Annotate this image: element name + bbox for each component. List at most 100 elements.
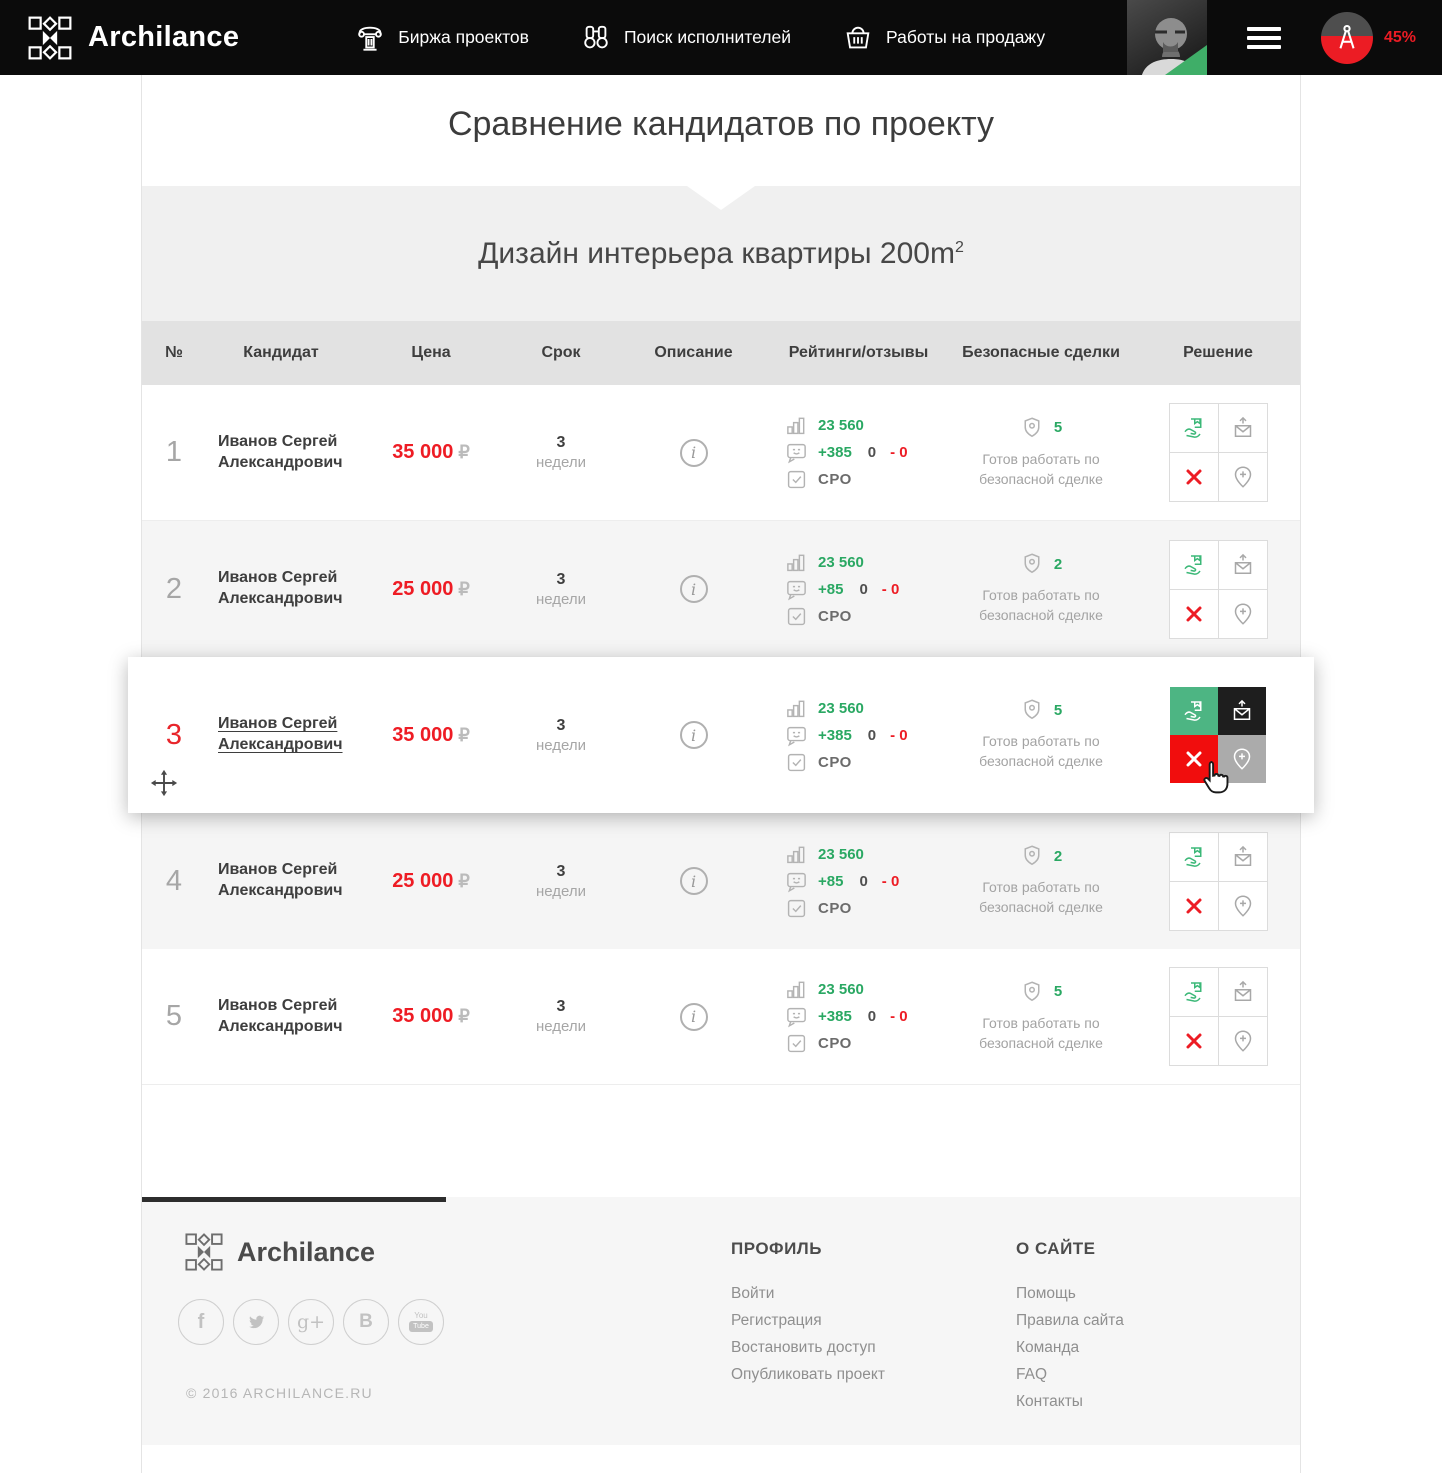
candidate-name[interactable]: Иванов Сергей Александрович xyxy=(218,715,343,753)
rating-negative: - 0 xyxy=(881,580,900,598)
table-row[interactable]: 4 Иванов Сергей Александрович 25 000 ₽ 3 … xyxy=(142,813,1300,949)
footer-link-help[interactable]: Помощь xyxy=(1016,1285,1076,1302)
candidate-name[interactable]: Иванов Сергей Александрович xyxy=(218,569,343,607)
info-icon[interactable] xyxy=(679,721,708,749)
x-icon xyxy=(1182,894,1206,918)
shield-icon xyxy=(1020,844,1044,868)
header-decision: Решение xyxy=(1183,344,1253,361)
twitter-icon[interactable] xyxy=(233,1299,279,1345)
accept-deal-button[interactable] xyxy=(1169,968,1218,1016)
safe-deals-count: 5 xyxy=(1053,983,1063,1001)
accept-deal-button[interactable] xyxy=(1169,540,1218,589)
youtube-icon[interactable]: You Tube xyxy=(398,1299,444,1345)
footer-link-rules[interactable]: Правила сайта xyxy=(1016,1312,1124,1329)
footer-link-contacts[interactable]: Контакты xyxy=(1016,1393,1083,1410)
project-title: Дизайн интерьера квартиры 200m2 xyxy=(478,236,964,270)
rating-positive: +385 xyxy=(818,1008,852,1025)
row-number: 2 xyxy=(165,572,183,605)
info-icon[interactable] xyxy=(679,575,708,603)
candidate-name[interactable]: Иванов Сергей Александрович xyxy=(218,996,343,1035)
views-count: 23 560 xyxy=(818,981,864,998)
table-row[interactable]: 1 Иванов Сергей Александрович 35 000 ₽ 3 … xyxy=(142,385,1300,521)
table-row[interactable]: 2 Иванов Сергей Александрович 25 000 ₽ 3 … xyxy=(142,521,1300,657)
send-message-button[interactable] xyxy=(1218,404,1267,452)
x-icon xyxy=(1182,602,1206,626)
footer-link-publish-project[interactable]: Опубликовать проект xyxy=(731,1366,885,1383)
rating-positive: +385 xyxy=(818,444,852,461)
binoculars-icon xyxy=(581,23,611,53)
reject-button[interactable] xyxy=(1169,453,1218,501)
info-icon[interactable] xyxy=(679,867,708,895)
bar-chart-icon xyxy=(785,978,808,1001)
header-candidate: Кандидат xyxy=(243,344,319,361)
main-nav: Биржа проектов Поиск исполнителей Работы… xyxy=(355,23,1045,53)
price-value: 35 000 xyxy=(392,441,454,463)
sro-certificate: СРО xyxy=(818,471,852,488)
user-avatar[interactable] xyxy=(1126,0,1207,75)
add-location-button[interactable] xyxy=(1218,589,1267,638)
views-count: 23 560 xyxy=(818,553,864,571)
add-location-button[interactable] xyxy=(1218,881,1267,930)
rating-negative: - 0 xyxy=(890,726,908,744)
send-message-button[interactable] xyxy=(1218,687,1266,735)
info-icon[interactable] xyxy=(679,438,708,467)
nav-item-label: Поиск исполнителей xyxy=(623,27,792,47)
brand-logo[interactable]: Archilance xyxy=(28,16,239,60)
send-message-button[interactable] xyxy=(1218,832,1267,881)
profile-progress-badge[interactable] xyxy=(1320,11,1373,64)
speech-bubble-icon xyxy=(785,1005,808,1028)
send-message-button[interactable] xyxy=(1218,540,1267,589)
footer-link-restore-access[interactable]: Востановить доступ xyxy=(731,1339,876,1356)
nav-item-projects-exchange[interactable]: Биржа проектов xyxy=(355,23,529,53)
views-count: 23 560 xyxy=(818,845,864,863)
price-value: 25 000 xyxy=(392,577,454,600)
decision-buttons xyxy=(1168,831,1268,931)
facebook-icon[interactable]: f xyxy=(178,1299,224,1345)
candidate-name[interactable]: Иванов Сергей Александрович xyxy=(218,861,343,899)
vk-icon[interactable]: B xyxy=(343,1299,389,1345)
reject-button[interactable] xyxy=(1169,589,1218,638)
checkbox-icon xyxy=(785,605,808,628)
footer-link-faq[interactable]: FAQ xyxy=(1016,1366,1048,1383)
table-header: № Кандидат Цена Срок Описание Рейтинги/о… xyxy=(142,321,1300,385)
add-location-button[interactable] xyxy=(1218,1017,1267,1065)
footer-link-register[interactable]: Регистрация xyxy=(731,1312,822,1329)
accept-deal-button[interactable] xyxy=(1169,404,1218,452)
accept-deal-button[interactable] xyxy=(1169,832,1218,881)
title-section: Сравнение кандидатов по проекту xyxy=(142,75,1300,186)
column-icon xyxy=(355,23,385,53)
table-row[interactable]: 5 Иванов Сергей Александрович 35 000 ₽ 3 … xyxy=(142,949,1300,1085)
footer-link-team[interactable]: Команда xyxy=(1016,1339,1080,1356)
speech-bubble-icon xyxy=(785,578,808,601)
info-icon[interactable] xyxy=(679,1002,708,1031)
rating-negative: - 0 xyxy=(881,872,900,890)
table-row[interactable]: 3 Иванов Сергей Александрович 35 000 ₽ 3 … xyxy=(128,657,1314,813)
checkbox-icon xyxy=(785,1032,808,1055)
social-links: f g+ B You Tube xyxy=(178,1299,444,1345)
add-location-button[interactable] xyxy=(1218,453,1267,501)
project-band: Дизайн интерьера квартиры 200m2 xyxy=(142,186,1300,321)
term-value: 3 xyxy=(556,998,566,1015)
reject-button[interactable] xyxy=(1169,881,1218,930)
google-plus-icon[interactable]: g+ xyxy=(288,1299,334,1345)
table-body: 1 Иванов Сергей Александрович 35 000 ₽ 3 … xyxy=(128,385,1314,1085)
price-value: 35 000 xyxy=(392,1005,454,1027)
move-icon[interactable] xyxy=(150,769,178,797)
row-number: 1 xyxy=(165,436,183,468)
bottom-strip xyxy=(142,1445,1300,1473)
hamburger-menu-icon[interactable] xyxy=(1246,26,1281,49)
safe-deals-text: Готов работать по безопасной сделке xyxy=(979,450,1103,487)
term-unit: недели xyxy=(535,454,587,471)
nav-item-works-for-sale[interactable]: Работы на продажу xyxy=(843,23,1045,53)
send-message-button[interactable] xyxy=(1218,968,1267,1016)
nav-item-search-performers[interactable]: Поиск исполнителей xyxy=(581,23,791,53)
accept-deal-button[interactable] xyxy=(1170,687,1218,735)
footer-brand[interactable]: Archilance xyxy=(185,1233,375,1271)
reject-button[interactable] xyxy=(1169,1017,1218,1065)
header-deals: Безопасные сделки xyxy=(962,344,1120,361)
candidate-name[interactable]: Иванов Сергей Александрович xyxy=(218,432,343,471)
rating-positive: +85 xyxy=(818,580,844,598)
footer-link-login[interactable]: Войти xyxy=(731,1285,775,1302)
shield-icon xyxy=(1020,698,1044,722)
safe-deals-count: 2 xyxy=(1053,555,1063,573)
